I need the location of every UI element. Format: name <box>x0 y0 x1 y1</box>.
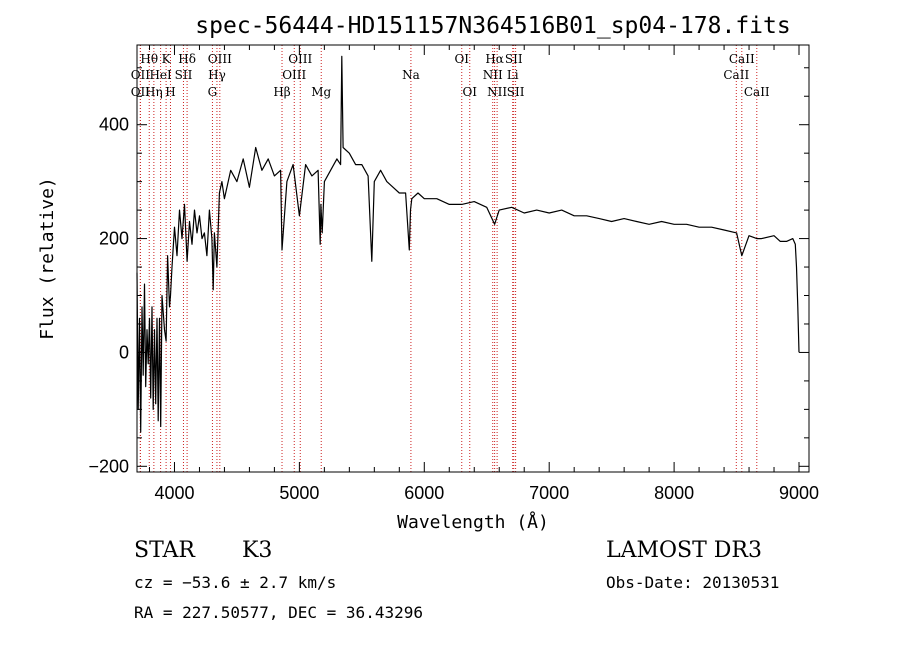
line-label-CaII: CaII <box>744 85 770 99</box>
line-label-Hγ: Hγ <box>208 68 226 82</box>
plot-frame <box>136 44 810 473</box>
x-tick-label: 8000 <box>654 483 694 503</box>
y-tick-label: −200 <box>88 456 129 476</box>
obs-date-text: Obs-Date: 20130531 <box>606 573 780 592</box>
line-label-CaII: CaII <box>723 68 749 82</box>
line-label-HeI: HeI <box>149 68 172 82</box>
x-tick-label: 9000 <box>779 483 819 503</box>
line-label-NII: NII <box>483 68 503 82</box>
line-label-OI: OI <box>462 85 477 99</box>
x-axis-label: Wavelength (Å) <box>397 511 549 533</box>
y-axis-label: Flux (relative) <box>37 177 58 340</box>
spectral-line-markers <box>139 45 758 472</box>
line-label-Hη: Hη <box>145 85 163 99</box>
line-label-NII: NII <box>487 85 507 99</box>
line-label-OIII: OIII <box>282 68 306 82</box>
line-label-Hδ: Hδ <box>178 52 196 66</box>
line-label-OII: OII <box>131 68 151 82</box>
x-tick-label: 4000 <box>154 483 194 503</box>
line-label-OI: OI <box>454 52 469 66</box>
x-tick-label: 5000 <box>279 483 319 503</box>
redshift-text: cz = −53.6 ± 2.7 km/s <box>134 573 337 592</box>
line-label-Hα: Hα <box>485 52 504 66</box>
survey-name: LAMOST DR3 <box>606 538 762 563</box>
object-subclass: K3 <box>242 538 273 563</box>
line-label-SII: SII <box>505 52 523 66</box>
line-label-CaII: CaII <box>729 52 755 66</box>
line-label-OIII: OIII <box>288 52 312 66</box>
spectrum-series <box>136 55 800 433</box>
line-label-OIII: OIII <box>208 52 232 66</box>
spectrum-line-flux <box>136 55 800 433</box>
y-tick-label: 200 <box>99 229 129 249</box>
line-label-Hθ: Hθ <box>140 52 158 66</box>
line-label-G: G <box>208 85 218 99</box>
line-label-Hβ: Hβ <box>273 85 290 99</box>
chart-title: spec-56444-HD151157N364516B01_sp04-178.f… <box>195 13 790 39</box>
line-label-H: H <box>165 85 175 99</box>
axes: spec-56444-HD151157N364516B01_sp04-178.f… <box>37 13 819 533</box>
y-tick-label: 400 <box>99 115 129 135</box>
line-label-SII: SII <box>175 68 193 82</box>
coordinates-text: RA = 227.50577, DEC = 36.43296 <box>134 603 423 622</box>
x-tick-label: 7000 <box>529 483 569 503</box>
object-class: STAR <box>134 538 195 563</box>
line-label-K: K <box>162 52 172 66</box>
line-label-Mg: Mg <box>311 85 331 99</box>
line-label-SII: SII <box>507 85 525 99</box>
line-label-OII: OII <box>131 85 151 99</box>
x-tick-label: 6000 <box>404 483 444 503</box>
line-label-Li: Li <box>507 68 519 82</box>
line-label-Na: Na <box>402 68 420 82</box>
y-tick-label: 0 <box>119 342 129 362</box>
